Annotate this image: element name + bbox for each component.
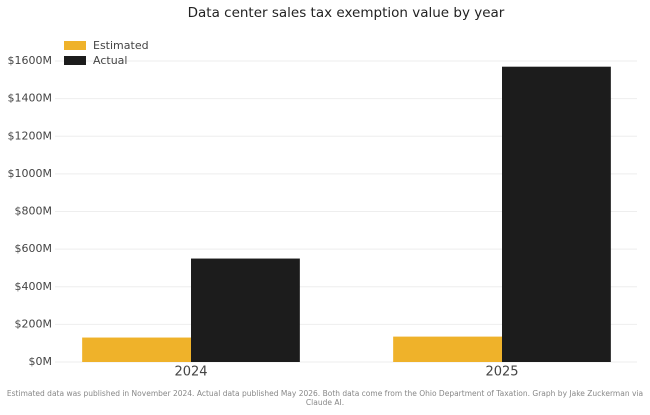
y-tick-label: $1400M <box>8 92 52 105</box>
legend-label: Actual <box>93 54 127 67</box>
y-tick-label: $1600M <box>8 54 52 67</box>
y-tick-label: $0M <box>29 355 53 368</box>
bar <box>191 258 300 362</box>
legend-label: Estimated <box>93 39 149 52</box>
bar <box>82 337 191 362</box>
bar <box>393 336 502 362</box>
y-tick-label: $800M <box>15 205 53 218</box>
legend-swatch <box>64 56 86 65</box>
y-tick-label: $1000M <box>8 167 52 180</box>
chart-title: Data center sales tax exemption value by… <box>188 5 505 21</box>
y-tick-label: $1200M <box>8 129 52 142</box>
footnote: Estimated data was published in November… <box>6 389 644 407</box>
chart: Data center sales tax exemption value by… <box>8 5 637 380</box>
y-tick-label: $600M <box>15 242 53 255</box>
legend-swatch <box>64 41 86 50</box>
x-tick-label: 2025 <box>485 365 518 380</box>
bar <box>502 66 611 362</box>
y-tick-label: $200M <box>15 317 53 330</box>
x-tick-label: 2024 <box>174 365 207 380</box>
y-tick-label: $400M <box>15 280 53 293</box>
